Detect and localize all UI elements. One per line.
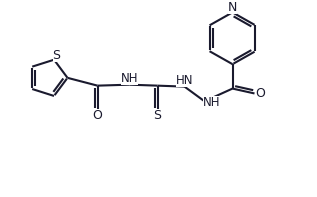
Text: O: O	[93, 109, 102, 122]
Text: N: N	[228, 1, 237, 14]
Text: NH: NH	[121, 72, 138, 85]
Text: S: S	[153, 109, 161, 122]
Text: S: S	[53, 49, 61, 62]
Text: O: O	[255, 87, 265, 100]
Text: HN: HN	[176, 74, 193, 87]
Text: NH: NH	[203, 96, 220, 109]
